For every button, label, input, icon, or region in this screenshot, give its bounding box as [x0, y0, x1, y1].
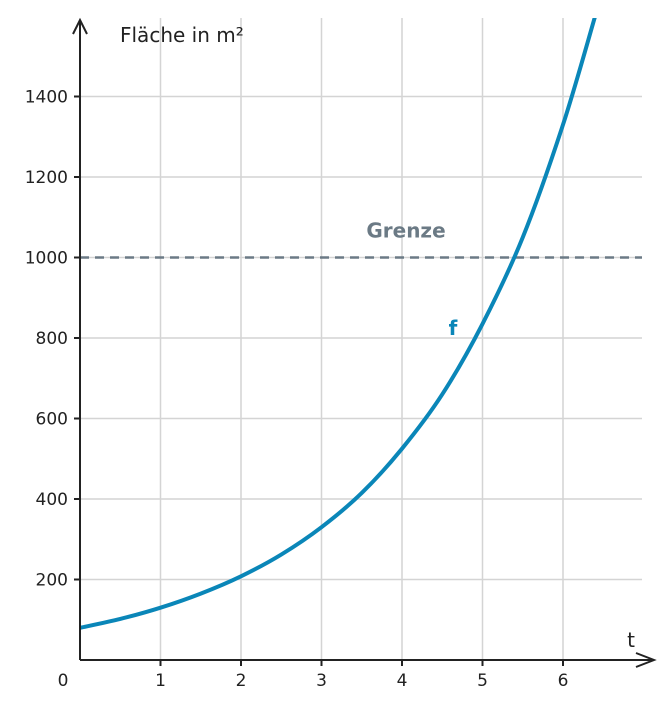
y-tick-label-3: 600 — [36, 410, 68, 430]
grid — [80, 18, 642, 660]
x-axis-title: t — [627, 628, 635, 652]
y-axis-title: Fläche in m² — [120, 23, 244, 47]
x-tick-label-2: 2 — [236, 671, 247, 691]
x-tick-label-1: 1 — [155, 671, 166, 691]
x-tick-label-4: 4 — [397, 671, 408, 691]
series-group: f — [80, 18, 597, 630]
y-tick-label-4: 800 — [36, 329, 68, 349]
x-tick-label-6: 6 — [558, 671, 569, 691]
y-axis-arrow — [72, 17, 88, 35]
series-label-f: f — [449, 316, 458, 340]
y-tick-label-7: 1400 — [25, 88, 68, 108]
axes — [72, 17, 657, 668]
y-tick-label-1: 200 — [36, 571, 68, 591]
x-tick-label-3: 3 — [316, 671, 327, 691]
reference-line-group: Grenze — [80, 219, 642, 259]
y-tick-label-5: 1000 — [25, 249, 68, 269]
x-axis-arrow — [635, 652, 657, 668]
y-tick-label-2: 400 — [36, 490, 68, 510]
y-tick-label-6: 1200 — [25, 168, 68, 188]
grenze-label: Grenze — [366, 219, 445, 243]
x-tick-label-5: 5 — [477, 671, 488, 691]
origin-label: 0 — [58, 671, 69, 691]
ticks: 1 2 3 4 5 6 200 400 600 800 1000 1200 1400 — [25, 88, 569, 692]
series-line-f — [80, 18, 597, 630]
